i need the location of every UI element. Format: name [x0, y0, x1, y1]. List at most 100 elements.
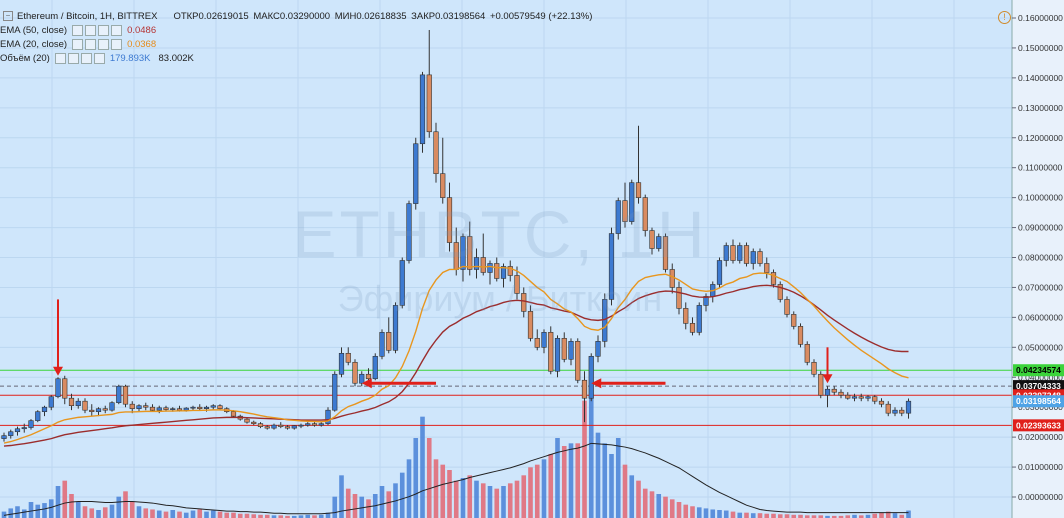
volume-bar [575, 443, 581, 518]
candle-body [109, 402, 115, 411]
candle-body [534, 338, 540, 348]
collapse-icon[interactable]: − [3, 11, 13, 21]
eye-icon[interactable] [72, 38, 84, 50]
volume-bar [426, 438, 432, 518]
close-icon[interactable] [98, 38, 110, 50]
settings-icon[interactable] [85, 38, 97, 50]
volume-bar [150, 509, 155, 518]
candle-body [62, 378, 68, 399]
candle-body [1, 435, 7, 439]
eye-icon[interactable] [54, 52, 66, 64]
candle-body [197, 406, 203, 409]
volume-bar [406, 459, 412, 518]
candle-body [419, 74, 426, 145]
candle-body [379, 332, 385, 357]
candle-body [413, 143, 419, 204]
volume-ma-line [3, 442, 909, 516]
volume-bar [501, 486, 506, 518]
candle-body [433, 131, 439, 174]
volume-bar [298, 515, 304, 518]
axis-tick-label: 0.14000000 [1018, 73, 1063, 83]
volume-bar [325, 512, 331, 518]
price-label: 0.02393633 [1016, 420, 1061, 430]
more-icon[interactable] [111, 38, 123, 50]
volume-bar [163, 511, 169, 518]
legend-ema50-row[interactable]: EMA (50, close) 0.0486 [0, 23, 594, 37]
open-value: ОТКР0.02619015 [173, 10, 249, 22]
candle-body [35, 411, 41, 421]
settings-icon[interactable] [67, 52, 79, 64]
volume-bar [413, 438, 419, 518]
ema50-toolbar[interactable] [72, 24, 123, 36]
volume-bar [784, 514, 790, 518]
volume-bar [514, 480, 520, 518]
eye-icon[interactable] [72, 24, 84, 36]
volume-bar [1, 511, 7, 518]
candle-body [386, 332, 392, 351]
volume-bar [582, 400, 587, 518]
volume-bar [156, 510, 162, 518]
arrow-down-icon [822, 374, 833, 384]
volume-bar [352, 494, 358, 518]
close-icon[interactable] [98, 24, 110, 36]
candle-body [872, 396, 878, 402]
ema50-label: EMA (50, close) [0, 24, 68, 36]
volume-bar [312, 515, 317, 518]
candle-body [143, 405, 149, 408]
volume-bar [534, 464, 540, 518]
volume-bar [359, 496, 365, 518]
volume-toolbar[interactable] [54, 52, 105, 64]
settings-icon[interactable] [85, 24, 97, 36]
more-icon[interactable] [111, 24, 123, 36]
volume-bar [568, 443, 574, 518]
legend-ema20-row[interactable]: EMA (20, close) 0.0368 [0, 37, 594, 51]
ema20-toolbar[interactable] [72, 38, 123, 50]
volume-bar [831, 515, 837, 518]
volume-ma-value: 83.002K [158, 52, 194, 64]
clock-alert-icon[interactable]: ! [998, 11, 1011, 24]
volume-bar [528, 467, 533, 518]
candle-body [440, 173, 446, 198]
legend-volume-row[interactable]: Объём (20) 179.893K 83.002K [0, 51, 594, 65]
volume-bar [318, 514, 324, 518]
candle-body [21, 427, 27, 430]
candle-body [210, 405, 216, 408]
volume-bar [48, 499, 54, 518]
candle-body [156, 407, 162, 411]
candle-body [8, 431, 14, 436]
candle-body [480, 257, 486, 273]
close-icon[interactable] [80, 52, 92, 64]
volume-bar [764, 513, 770, 518]
volume-bar [615, 438, 621, 518]
price-axis [1012, 0, 1064, 518]
axis-tick-label: 0.04000000 [1018, 372, 1063, 382]
volume-bar [204, 511, 209, 518]
more-icon[interactable] [93, 52, 105, 64]
volume-value: 179.893K [109, 52, 151, 64]
volume-bar [96, 510, 101, 518]
volume-bar [696, 507, 702, 518]
candle-body [170, 408, 176, 410]
volume-bar [447, 470, 452, 518]
volume-bar [28, 502, 34, 518]
volume-bar [757, 513, 763, 518]
volume-bar [136, 506, 142, 518]
chart-legend: − Ethereum / Bitcoin, 1H, BITTREX ОТКР0.… [0, 9, 594, 65]
candle-body [251, 421, 257, 424]
volume-bar [82, 506, 88, 518]
volume-bar [811, 515, 817, 518]
candle-body [284, 426, 291, 429]
volume-bar [548, 454, 554, 518]
volume-bar [379, 486, 385, 518]
symbol-title[interactable]: Ethereum / Bitcoin, 1H, BITTREX [17, 10, 158, 22]
volume-bar [42, 503, 47, 518]
ema50-value: 0.0486 [127, 24, 157, 36]
volume-bar [750, 513, 756, 518]
volume-bar [676, 502, 682, 518]
candle-body [703, 296, 709, 306]
ema20-line [3, 265, 909, 444]
candle-body [696, 305, 702, 333]
volume-bar [474, 480, 479, 518]
volume-bar [487, 486, 493, 518]
